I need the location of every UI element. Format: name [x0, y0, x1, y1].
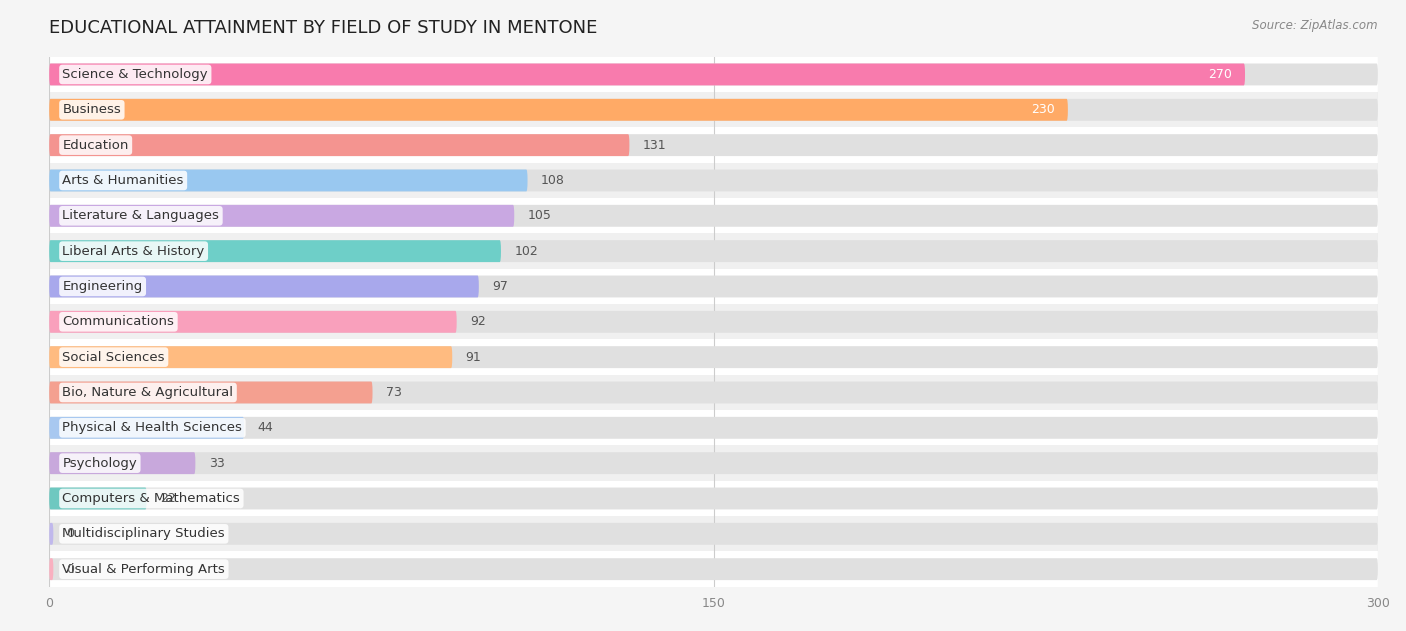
FancyBboxPatch shape [49, 558, 1378, 580]
FancyBboxPatch shape [49, 346, 453, 368]
Text: 0: 0 [66, 563, 75, 575]
Bar [49, 57, 1378, 92]
Bar [49, 375, 1378, 410]
FancyBboxPatch shape [49, 170, 1378, 191]
Text: Multidisciplinary Studies: Multidisciplinary Studies [62, 528, 225, 540]
Bar [49, 410, 1378, 445]
Text: Bio, Nature & Agricultural: Bio, Nature & Agricultural [62, 386, 233, 399]
Text: Communications: Communications [62, 316, 174, 328]
Bar [49, 516, 1378, 551]
Text: 0: 0 [66, 528, 75, 540]
Text: Visual & Performing Arts: Visual & Performing Arts [62, 563, 225, 575]
FancyBboxPatch shape [49, 64, 1246, 85]
FancyBboxPatch shape [49, 488, 146, 509]
Text: Source: ZipAtlas.com: Source: ZipAtlas.com [1253, 19, 1378, 32]
FancyBboxPatch shape [49, 205, 1378, 227]
FancyBboxPatch shape [49, 382, 1378, 403]
Bar [49, 163, 1378, 198]
Text: Computers & Mathematics: Computers & Mathematics [62, 492, 240, 505]
FancyBboxPatch shape [49, 64, 1378, 85]
Bar [49, 198, 1378, 233]
FancyBboxPatch shape [49, 558, 53, 580]
FancyBboxPatch shape [49, 170, 527, 191]
FancyBboxPatch shape [49, 311, 1378, 333]
FancyBboxPatch shape [49, 240, 501, 262]
Text: Literature & Languages: Literature & Languages [62, 209, 219, 222]
Text: 230: 230 [1031, 103, 1054, 116]
Bar [49, 127, 1378, 163]
FancyBboxPatch shape [49, 488, 1378, 509]
Text: 22: 22 [160, 492, 176, 505]
FancyBboxPatch shape [49, 523, 1378, 545]
FancyBboxPatch shape [49, 134, 1378, 156]
Bar [49, 339, 1378, 375]
Text: 108: 108 [541, 174, 565, 187]
Text: 92: 92 [470, 316, 485, 328]
Bar [49, 481, 1378, 516]
Text: 270: 270 [1208, 68, 1232, 81]
FancyBboxPatch shape [49, 346, 1378, 368]
FancyBboxPatch shape [49, 240, 1378, 262]
Text: Arts & Humanities: Arts & Humanities [62, 174, 184, 187]
Text: Engineering: Engineering [62, 280, 143, 293]
FancyBboxPatch shape [49, 523, 53, 545]
FancyBboxPatch shape [49, 382, 373, 403]
FancyBboxPatch shape [49, 134, 630, 156]
Text: EDUCATIONAL ATTAINMENT BY FIELD OF STUDY IN MENTONE: EDUCATIONAL ATTAINMENT BY FIELD OF STUDY… [49, 19, 598, 37]
Text: 73: 73 [385, 386, 402, 399]
Bar [49, 269, 1378, 304]
FancyBboxPatch shape [49, 311, 457, 333]
Text: 44: 44 [257, 422, 273, 434]
FancyBboxPatch shape [49, 417, 1378, 439]
Text: Business: Business [62, 103, 121, 116]
Text: 131: 131 [643, 139, 666, 151]
FancyBboxPatch shape [49, 205, 515, 227]
Text: Psychology: Psychology [62, 457, 138, 469]
FancyBboxPatch shape [49, 99, 1378, 121]
Text: Education: Education [62, 139, 129, 151]
Text: 91: 91 [465, 351, 481, 363]
Text: Social Sciences: Social Sciences [62, 351, 165, 363]
Text: Science & Technology: Science & Technology [62, 68, 208, 81]
Text: 33: 33 [208, 457, 225, 469]
Bar [49, 304, 1378, 339]
Bar [49, 445, 1378, 481]
FancyBboxPatch shape [49, 276, 479, 297]
Text: 102: 102 [515, 245, 538, 257]
FancyBboxPatch shape [49, 452, 1378, 474]
Bar [49, 233, 1378, 269]
Text: Liberal Arts & History: Liberal Arts & History [62, 245, 205, 257]
Text: Physical & Health Sciences: Physical & Health Sciences [62, 422, 242, 434]
FancyBboxPatch shape [49, 452, 195, 474]
FancyBboxPatch shape [49, 417, 245, 439]
FancyBboxPatch shape [49, 99, 1069, 121]
Text: 105: 105 [527, 209, 551, 222]
FancyBboxPatch shape [49, 276, 1378, 297]
Bar [49, 92, 1378, 127]
Bar [49, 551, 1378, 587]
Text: 97: 97 [492, 280, 508, 293]
